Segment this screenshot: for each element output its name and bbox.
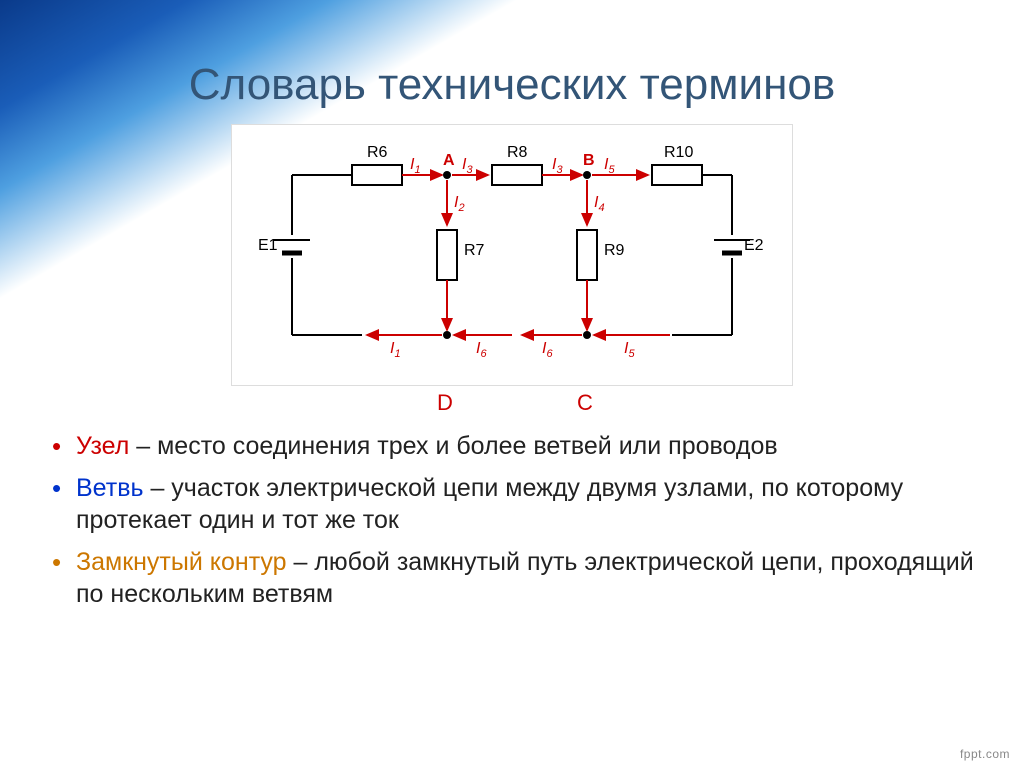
def-text: – участок электрической цепи между двумя… — [76, 474, 903, 534]
node-d: D — [437, 390, 453, 416]
term-branch: Ветвь — [76, 474, 144, 502]
list-item: Замкнутый контур – любой замкнутый путь … — [76, 546, 976, 610]
svg-text:I3: I3 — [462, 156, 473, 176]
def-text: – место соединения трех и более ветвей и… — [129, 432, 777, 460]
footer-credit: fppt.com — [960, 747, 1010, 761]
label-r8: R8 — [507, 144, 528, 161]
label-r9: R9 — [604, 242, 625, 259]
svg-text:I1: I1 — [410, 156, 421, 176]
definitions-list: Узел – место соединения трех и более вет… — [48, 430, 976, 620]
svg-text:I5: I5 — [624, 340, 635, 360]
label-e2: E2 — [744, 237, 764, 254]
svg-text:I6: I6 — [476, 340, 487, 360]
page-title: Словарь технических терминов — [0, 60, 1024, 110]
svg-text:I5: I5 — [604, 156, 615, 176]
svg-text:I3: I3 — [552, 156, 563, 176]
svg-text:I4: I4 — [594, 194, 605, 214]
list-item: Узел – место соединения трех и более вет… — [76, 430, 976, 462]
circuit-diagram: R6 R8 R10 R7 R9 E1 E2 A B I1 I3 I3 I5 I2… — [231, 124, 793, 386]
label-r6: R6 — [367, 144, 388, 161]
term-loop: Замкнутый контур — [76, 548, 287, 576]
node-a: A — [443, 152, 455, 169]
list-item: Ветвь – участок электрической цепи между… — [76, 472, 976, 536]
label-e1: E1 — [258, 237, 278, 254]
label-r7: R7 — [464, 242, 485, 259]
svg-text:I6: I6 — [542, 340, 553, 360]
node-b: B — [583, 152, 595, 169]
svg-text:I2: I2 — [454, 194, 465, 214]
node-c: C — [577, 390, 593, 416]
svg-text:I1: I1 — [390, 340, 401, 360]
term-node: Узел — [76, 432, 129, 460]
label-r10: R10 — [664, 144, 693, 161]
